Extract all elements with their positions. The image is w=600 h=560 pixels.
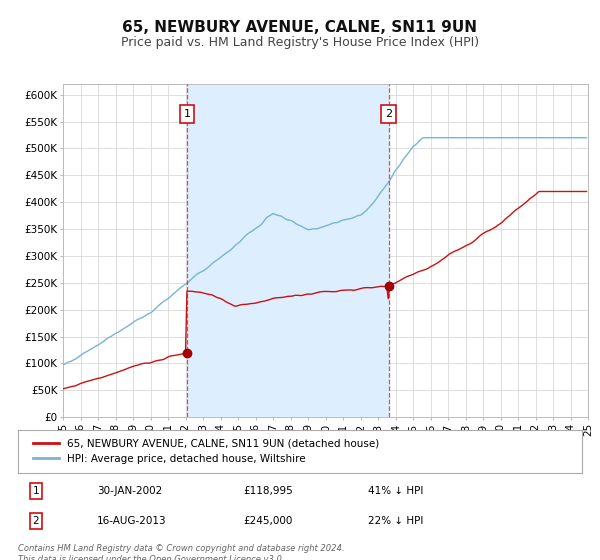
Text: £118,995: £118,995 (244, 486, 293, 496)
Text: 16-AUG-2013: 16-AUG-2013 (97, 516, 167, 526)
Text: Price paid vs. HM Land Registry's House Price Index (HPI): Price paid vs. HM Land Registry's House … (121, 36, 479, 49)
Text: £245,000: £245,000 (244, 516, 293, 526)
Bar (187, 84, 389, 417)
Text: 1: 1 (184, 109, 190, 119)
Text: 2: 2 (385, 109, 392, 119)
Text: Contains HM Land Registry data © Crown copyright and database right 2024.
This d: Contains HM Land Registry data © Crown c… (18, 544, 344, 560)
Text: 65, NEWBURY AVENUE, CALNE, SN11 9UN: 65, NEWBURY AVENUE, CALNE, SN11 9UN (122, 20, 478, 35)
Text: 30-JAN-2002: 30-JAN-2002 (97, 486, 162, 496)
Legend: 65, NEWBURY AVENUE, CALNE, SN11 9UN (detached house), HPI: Average price, detach: 65, NEWBURY AVENUE, CALNE, SN11 9UN (det… (29, 435, 384, 468)
Text: 2: 2 (33, 516, 40, 526)
Text: 1: 1 (33, 486, 40, 496)
Text: 22% ↓ HPI: 22% ↓ HPI (368, 516, 423, 526)
Text: 41% ↓ HPI: 41% ↓ HPI (368, 486, 423, 496)
